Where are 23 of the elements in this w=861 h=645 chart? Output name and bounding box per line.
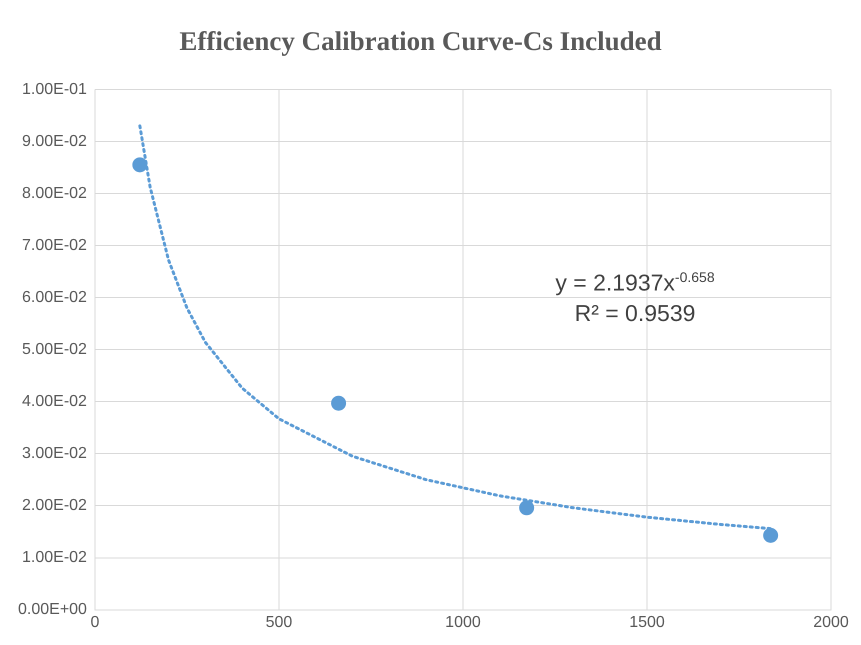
annotation: R² = 0.9539 [574, 298, 696, 328]
x-tick-label: 0 [90, 614, 100, 631]
y-tick-label: 0.00E+00 [18, 601, 88, 618]
y-tick-label: 8.00E-02 [22, 184, 88, 202]
y-tick-label: 6.00E-02 [22, 288, 88, 306]
point [331, 396, 346, 411]
annotation: y = 2.1937x$^{-0.658}$ [554, 268, 716, 298]
y-tick-label: 4.00E-02 [22, 393, 88, 410]
x-tick-label: 1500 [629, 614, 665, 631]
point [519, 500, 534, 516]
point [132, 157, 148, 172]
chart-title: Efficiency Calibration Curve-Cs Included [179, 26, 662, 56]
x-tick-label: 1000 [445, 614, 481, 631]
y-tick-label: 3.00E-02 [22, 445, 88, 462]
x-tick-label: 500 [266, 614, 292, 631]
y-tick-label: 5.00E-02 [22, 341, 88, 358]
y-tick-label: 7.00E-02 [22, 236, 88, 254]
y-tick-label: 1.00E-01 [22, 80, 88, 98]
y-tick-label: 9.00E-02 [22, 132, 88, 150]
y-tick-label: 1.00E-02 [22, 549, 88, 566]
y-tick-label: 2.00E-02 [22, 497, 88, 514]
x-tick-label: 2000 [813, 614, 849, 631]
point [763, 528, 778, 543]
